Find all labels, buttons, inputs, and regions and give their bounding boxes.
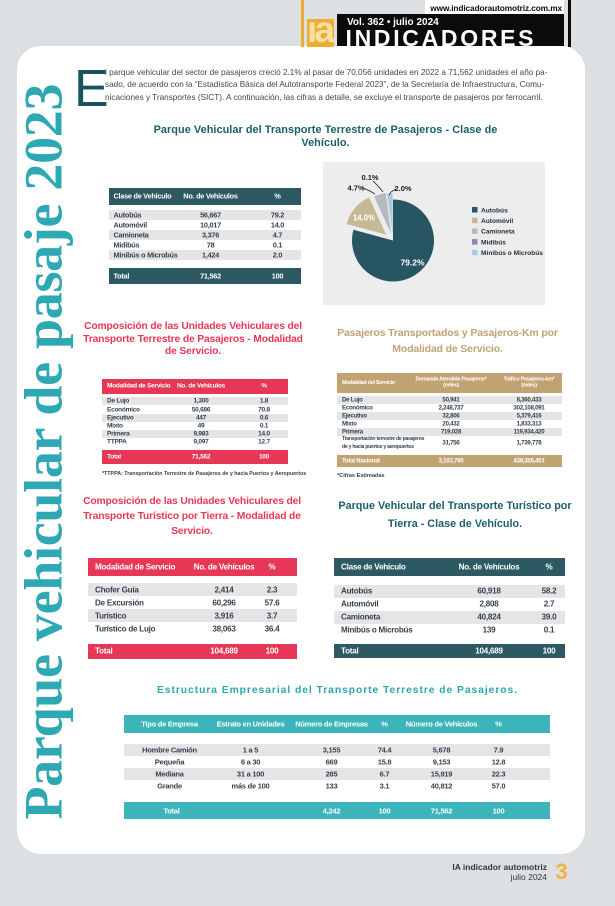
svg-text:Minibús o Microbús: Minibús o Microbús [481,250,543,257]
svg-text:79.2%: 79.2% [400,258,425,268]
svg-text:14.0%: 14.0% [353,214,375,223]
svg-text:4.7%: 4.7% [347,184,364,193]
svg-text:Autobús: Autobús [481,207,508,214]
svg-text:Camioneta: Camioneta [481,229,515,236]
svg-text:2.0%: 2.0% [394,184,411,193]
svg-text:0.1%: 0.1% [361,173,378,182]
svg-text:Midibús: Midibús [481,239,506,246]
svg-text:Automóvil: Automóvil [481,218,513,225]
